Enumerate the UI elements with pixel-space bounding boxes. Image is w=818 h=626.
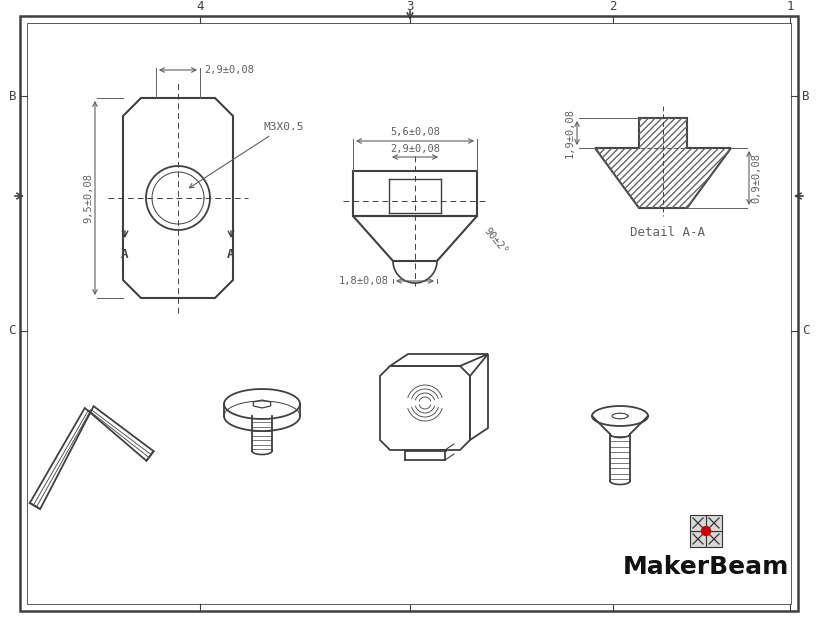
Text: 2: 2 bbox=[609, 0, 617, 13]
Text: M3X0.5: M3X0.5 bbox=[190, 122, 303, 188]
Text: B: B bbox=[8, 90, 16, 103]
Text: A: A bbox=[121, 248, 128, 261]
Text: 4: 4 bbox=[196, 0, 204, 13]
Text: 2,9±0,08: 2,9±0,08 bbox=[204, 65, 254, 75]
Bar bbox=[706, 531, 722, 547]
Text: 5,6±0,08: 5,6±0,08 bbox=[390, 127, 440, 137]
Text: 1: 1 bbox=[786, 0, 793, 13]
Text: 9,5±0,08: 9,5±0,08 bbox=[83, 173, 93, 223]
Text: 1,9±0,08: 1,9±0,08 bbox=[565, 108, 575, 158]
Text: 3: 3 bbox=[407, 0, 414, 13]
Text: B: B bbox=[802, 90, 810, 103]
Text: A: A bbox=[227, 248, 235, 261]
Text: 90±2°: 90±2° bbox=[482, 226, 510, 256]
Text: MakerBeam: MakerBeam bbox=[622, 555, 789, 579]
Bar bbox=[690, 531, 706, 547]
Bar bbox=[706, 515, 722, 531]
Text: 1,8±0,08: 1,8±0,08 bbox=[339, 276, 389, 286]
Bar bbox=[690, 515, 706, 531]
Text: 0,9±0,08: 0,9±0,08 bbox=[751, 153, 761, 203]
Text: C: C bbox=[802, 324, 810, 337]
Circle shape bbox=[702, 526, 711, 535]
Text: Detail A-A: Detail A-A bbox=[631, 226, 705, 239]
Text: C: C bbox=[8, 324, 16, 337]
Text: 2,9±0,08: 2,9±0,08 bbox=[390, 144, 440, 154]
